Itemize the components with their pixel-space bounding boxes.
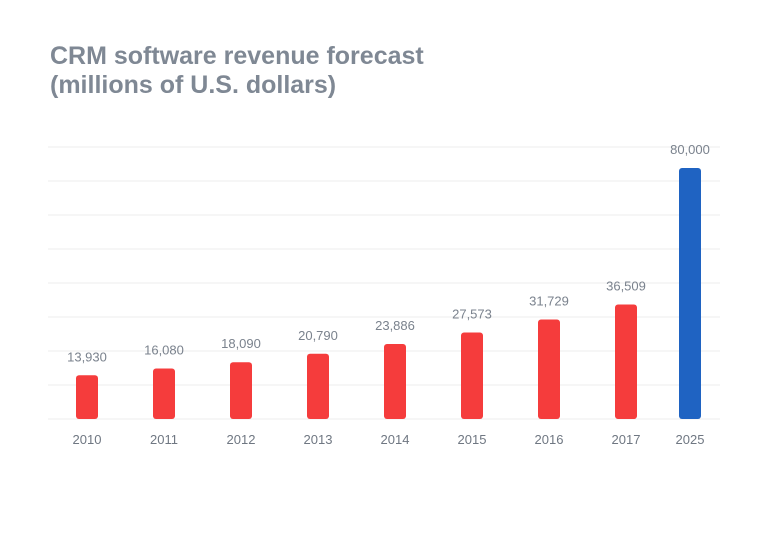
chart-title-line2: (millions of U.S. dollars) [50, 71, 337, 99]
bar-2010 [76, 375, 98, 419]
x-tick-label-2016: 2016 [535, 432, 564, 447]
data-label-2012: 18,090 [221, 336, 261, 351]
bar-2017 [615, 304, 637, 419]
data-label-2015: 27,573 [452, 306, 492, 321]
data-label-2011: 16,080 [144, 343, 184, 358]
data-label-2017: 36,509 [606, 278, 646, 293]
bar-2016 [538, 319, 560, 419]
x-tick-label-2011: 2011 [150, 432, 178, 447]
x-tick-label-2012: 2012 [227, 432, 256, 447]
data-label-2014: 23,886 [375, 318, 415, 333]
data-label-2013: 20,790 [298, 328, 338, 343]
bar-2015 [461, 332, 483, 419]
x-tick-label-2014: 2014 [381, 432, 410, 447]
chart-title-line1: CRM software revenue forecast [50, 42, 424, 70]
bar-2011 [153, 368, 175, 419]
bar-2014 [384, 344, 406, 419]
bar-2012 [230, 362, 252, 419]
x-tick-label-2025: 2025 [676, 432, 705, 447]
bar-2025 [679, 168, 701, 419]
x-tick-label-2017: 2017 [612, 432, 641, 447]
x-tick-label-2013: 2013 [304, 432, 333, 447]
data-label-2025: 80,000 [670, 142, 710, 157]
data-label-2016: 31,729 [529, 293, 569, 308]
data-label-2010: 13,930 [67, 349, 107, 364]
chart-title: CRM software revenue forecast (millions … [50, 42, 424, 100]
bar-2013 [307, 353, 329, 419]
x-tick-label-2010: 2010 [73, 432, 102, 447]
x-tick-label-2015: 2015 [458, 432, 487, 447]
